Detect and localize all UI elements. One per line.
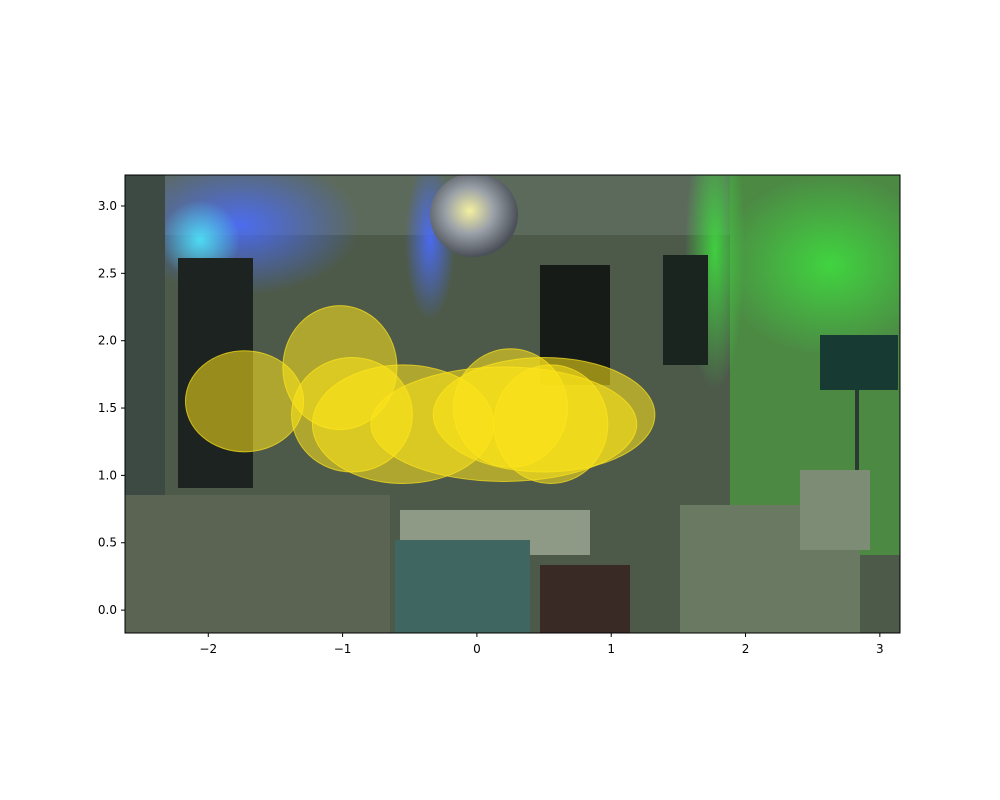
axes-frame (124, 174, 901, 634)
x-tick-label: −1 (334, 642, 352, 656)
y-axis: 0.0 0.5 1.0 1.5 2.0 2.5 3.0 (98, 199, 125, 617)
x-tick-label: 0 (473, 642, 481, 656)
x-tick-label: 1 (607, 642, 615, 656)
y-tick-label: 1.0 (98, 468, 117, 482)
y-tick-label: 2.0 (98, 334, 117, 348)
x-axis: −2 −1 0 1 2 3 (199, 633, 884, 656)
ellipse-layer (184, 305, 656, 484)
y-tick-label: 2.5 (98, 266, 117, 280)
x-tick-label: 3 (876, 642, 884, 656)
y-tick-label: 0.0 (98, 603, 117, 617)
x-tick-label: −2 (199, 642, 217, 656)
x-tick-label: 2 (742, 642, 750, 656)
y-tick-label: 0.5 (98, 536, 117, 550)
y-tick-label: 1.5 (98, 401, 117, 415)
y-tick-label: 3.0 (98, 199, 117, 213)
ellipse-8 (493, 364, 609, 484)
